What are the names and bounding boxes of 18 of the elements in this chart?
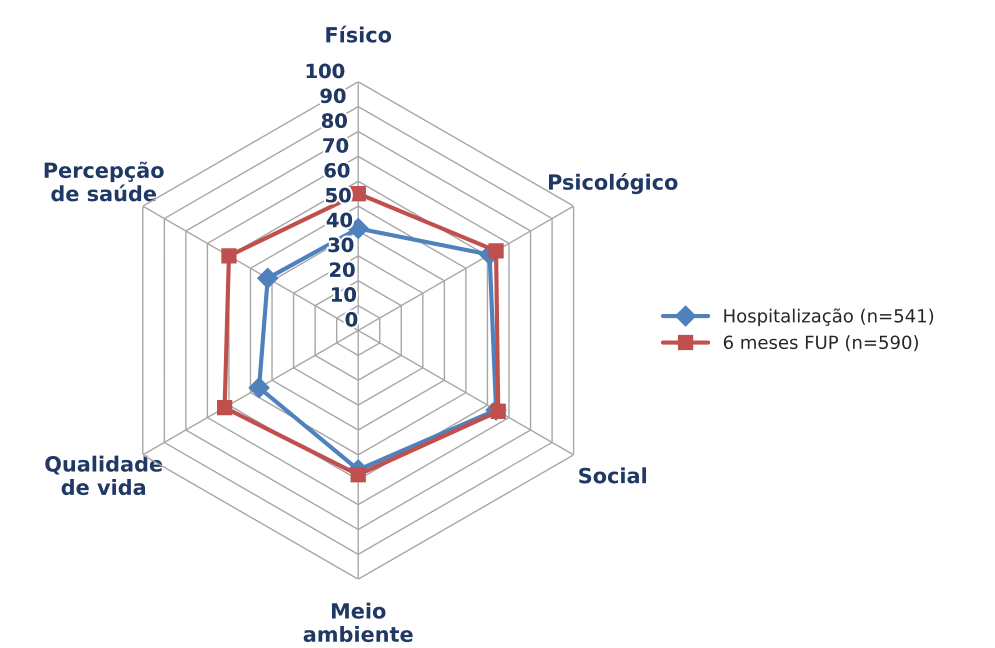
y-tick-label: 40 (326, 212, 352, 228)
y-tick-label: 80 (322, 113, 347, 128)
y-tick-label: 70 (323, 138, 348, 153)
y-tick-label: 10 (332, 287, 356, 302)
spoke-label: Social (579, 467, 646, 484)
spoke-label: Psicológico (548, 172, 678, 194)
legend-label: Hospitalização (n=541) (724, 308, 934, 326)
y-tick-label: 30 (328, 237, 354, 252)
legend-label: 6 meses FUP (n=590) (724, 335, 918, 352)
spoke-label: Físico (326, 26, 392, 43)
y-tick-label: 100 (306, 64, 344, 78)
y-tick-label: 90 (320, 88, 346, 104)
spoke-label: Qualidade de vida (45, 456, 162, 496)
y-tick-label: 20 (330, 262, 355, 278)
y-tick-label: 0 (346, 312, 358, 327)
spoke-label: Percepção de saúde (44, 162, 164, 202)
y-tick-label: 60 (324, 162, 350, 178)
spoke-label: Meio ambiente (304, 602, 413, 642)
